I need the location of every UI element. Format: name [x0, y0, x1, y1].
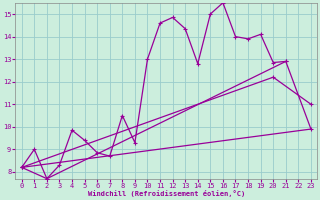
X-axis label: Windchill (Refroidissement éolien,°C): Windchill (Refroidissement éolien,°C): [88, 190, 245, 197]
